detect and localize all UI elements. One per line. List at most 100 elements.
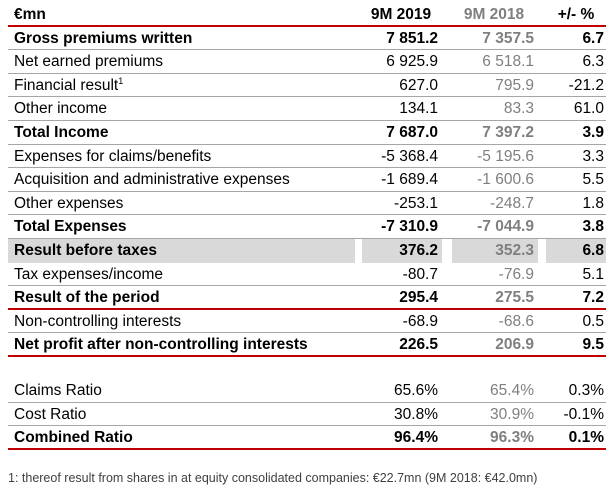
value-change: 9.5 (582, 336, 604, 354)
value-2018: -248.7 (490, 194, 534, 212)
value-2018: 352.3 (495, 241, 534, 259)
row-label: Cost Ratio (14, 405, 87, 423)
value-2018: 30.9% (490, 405, 534, 423)
value-2018: -68.6 (498, 312, 534, 330)
row-divider (8, 425, 606, 427)
footnote-marker: 1 (118, 75, 124, 86)
value-2018: 275.5 (495, 289, 534, 307)
value-2019: 7 687.0 (386, 123, 438, 141)
table-row: Tax expenses/income -80.7 -76.9 5.1 (8, 263, 606, 287)
row-label: Acquisition and administrative expenses (14, 171, 290, 189)
row-divider-accent (8, 307, 606, 310)
row-label: Expenses for claims/benefits (14, 147, 212, 165)
value-change: 61.0 (573, 100, 604, 118)
section-spacer (8, 357, 606, 379)
value-change: 6.7 (582, 29, 604, 47)
row-divider (8, 237, 606, 239)
row-divider (8, 190, 606, 192)
table-row: Non-controlling interests -68.9 -68.6 0.… (8, 310, 606, 334)
table-row: Other income 134.1 83.3 61.0 (8, 97, 606, 121)
highlight-band (452, 238, 538, 263)
column-header-9m-2018: 9M 2018 (463, 6, 525, 23)
value-2018: 6 518.1 (482, 53, 534, 71)
row-label: Net earned premiums (14, 53, 164, 71)
value-change: 7.2 (582, 289, 604, 307)
value-change: 3.3 (582, 147, 604, 165)
row-divider-accent (8, 447, 606, 450)
table-row: Gross premiums written 7 851.2 7 357.5 6… (8, 27, 606, 51)
table-row: Acquisition and administrative expenses … (8, 168, 606, 192)
value-change: 0.1% (568, 429, 604, 447)
value-2019: -80.7 (402, 265, 438, 283)
value-2019: 96.4% (394, 429, 438, 447)
table-row: Financial result1 627.0 795.9 -21.2 (8, 74, 606, 98)
table-row-highlighted: Result before taxes 376.2 352.3 6.8 (8, 238, 606, 263)
income-statement-table: €mn 9M 2019 9M 2018 +/- % Gross premiums… (8, 3, 606, 450)
highlight-band (8, 238, 355, 263)
row-divider (8, 49, 606, 51)
ratio-row: Cost Ratio 30.8% 30.9% -0.1% (8, 403, 606, 427)
row-label: Claims Ratio (14, 381, 102, 399)
value-2018: 7 357.5 (482, 29, 534, 47)
row-divider (8, 285, 606, 287)
row-divider (8, 72, 606, 74)
row-label: Gross premiums written (14, 29, 193, 47)
value-2019: 627.0 (399, 76, 438, 94)
highlight-band (362, 238, 442, 263)
row-label: Financial result1 (14, 75, 124, 94)
value-2018: 206.9 (495, 336, 534, 354)
table-row: Other expenses -253.1 -248.7 1.8 (8, 192, 606, 216)
highlight-band (546, 238, 606, 263)
value-2019: 134.1 (399, 100, 438, 118)
row-divider (8, 96, 606, 98)
value-change: 6.8 (582, 241, 604, 259)
row-label: Net profit after non-controlling interes… (14, 336, 308, 354)
value-2019: -7 310.9 (381, 218, 438, 236)
row-label: Tax expenses/income (14, 265, 164, 283)
value-2018: 795.9 (495, 76, 534, 94)
ratio-row: Combined Ratio 96.4% 96.3% 0.1% (8, 426, 606, 450)
value-change: 5.1 (582, 265, 604, 283)
row-divider (8, 119, 606, 121)
value-change: -21.2 (568, 76, 604, 94)
value-2018: -5 195.6 (477, 147, 534, 165)
row-label: Other expenses (14, 194, 124, 212)
value-2019: -5 368.4 (381, 147, 438, 165)
table-row: Expenses for claims/benefits -5 368.4 -5… (8, 145, 606, 169)
value-change: -0.1% (563, 405, 605, 423)
value-2019: -1 689.4 (381, 171, 438, 189)
table-row: Net profit after non-controlling interes… (8, 333, 606, 357)
value-change: 6.3 (582, 53, 604, 71)
row-divider-accent (8, 354, 606, 357)
row-divider (8, 143, 606, 145)
value-2018: -7 044.9 (477, 218, 534, 236)
row-label: Other income (14, 100, 108, 118)
row-label: Combined Ratio (14, 429, 133, 447)
footnote: 1: thereof result from shares in at equi… (8, 471, 538, 485)
value-2018: 65.4% (490, 381, 534, 399)
column-header-9m-2019: 9M 2019 (370, 6, 432, 23)
value-change: 0.3% (568, 381, 604, 399)
row-label: Result before taxes (14, 241, 157, 259)
unit-label: €mn (14, 6, 46, 23)
value-2018: 7 397.2 (482, 123, 534, 141)
table-header: €mn 9M 2019 9M 2018 +/- % (8, 3, 606, 27)
row-divider (8, 401, 606, 403)
value-2018: 83.3 (503, 100, 534, 118)
value-2019: 30.8% (394, 405, 438, 423)
value-2019: 65.6% (394, 381, 438, 399)
value-2019: 7 851.2 (386, 29, 438, 47)
value-2018: 96.3% (490, 429, 534, 447)
value-change: 1.8 (582, 194, 604, 212)
value-2019: 226.5 (399, 336, 438, 354)
value-2018: -1 600.6 (477, 171, 534, 189)
value-change: 0.5 (582, 312, 604, 330)
value-2019: -253.1 (394, 194, 438, 212)
value-2019: 376.2 (399, 241, 438, 259)
value-change: 3.9 (582, 123, 604, 141)
row-divider (8, 214, 606, 216)
row-divider (8, 167, 606, 169)
table-row: Total Expenses -7 310.9 -7 044.9 3.8 (8, 215, 606, 239)
value-2019: -68.9 (402, 312, 438, 330)
ratio-row: Claims Ratio 65.6% 65.4% 0.3% (8, 379, 606, 403)
